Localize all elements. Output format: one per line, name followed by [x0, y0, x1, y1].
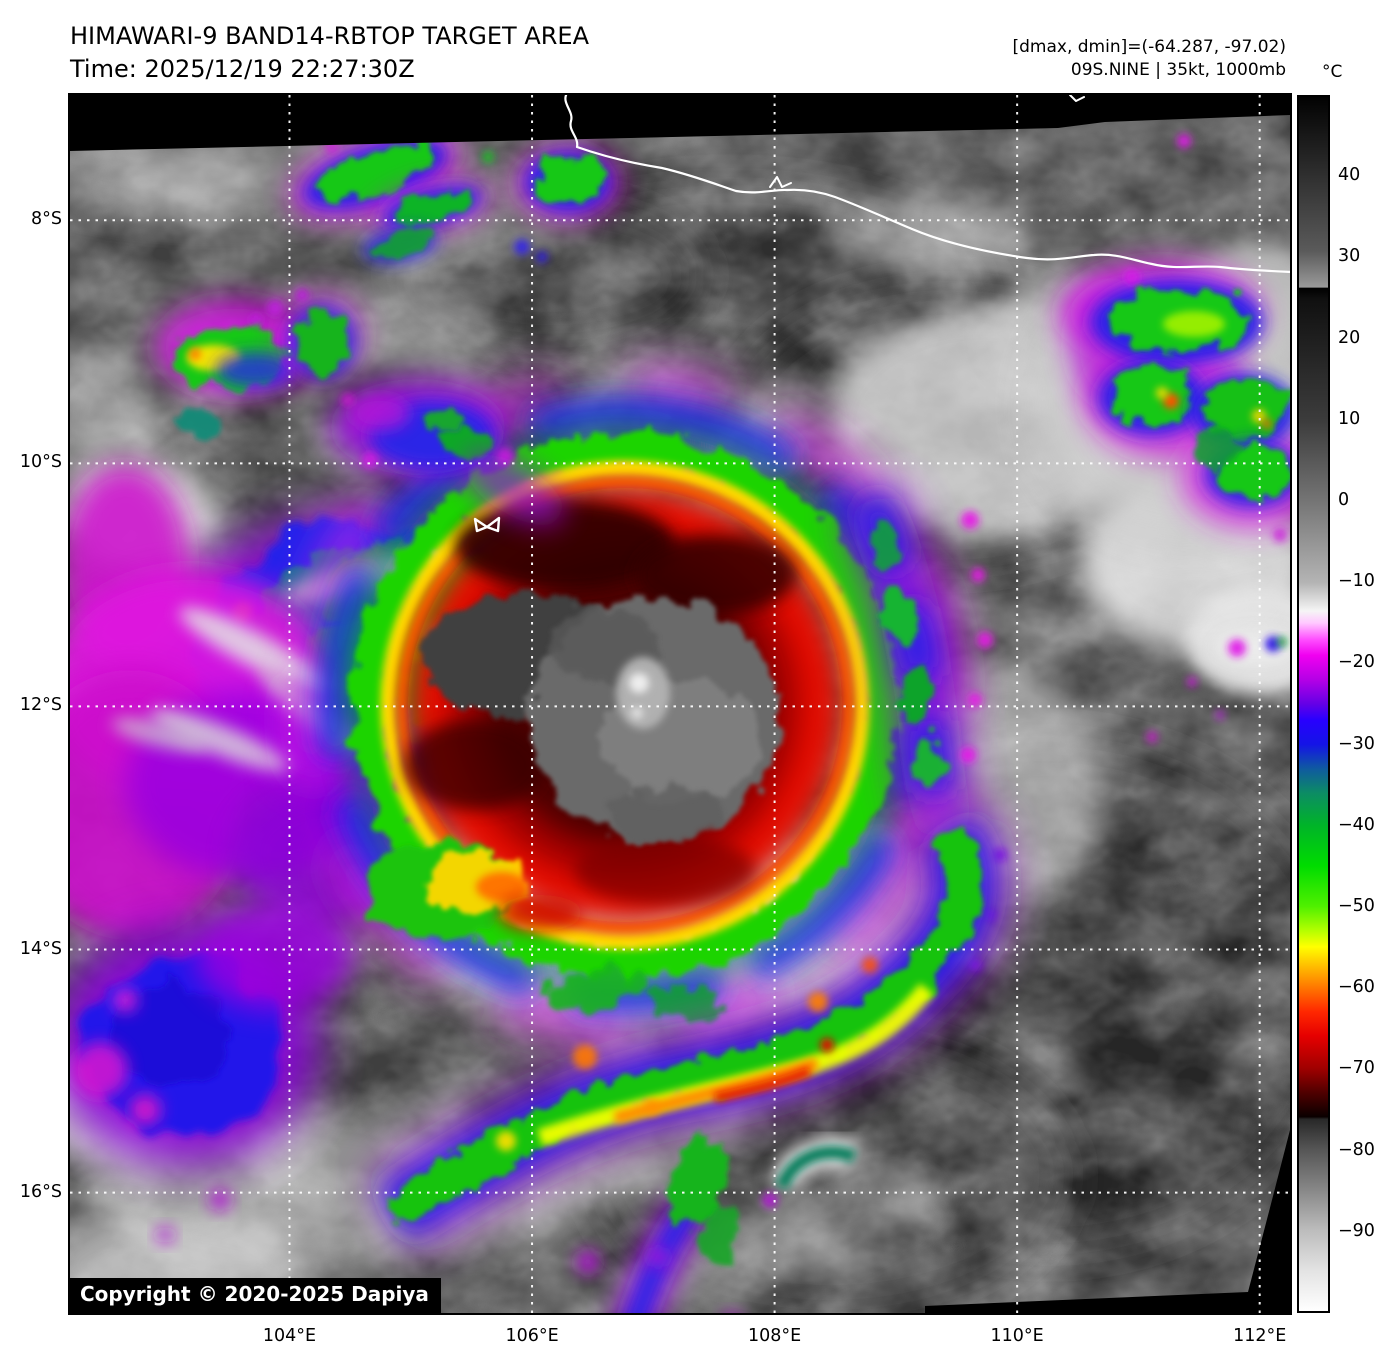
satellite-map: Copyright © 2020-2025 Dapiya: [68, 93, 1292, 1315]
west-stratiform-field: [70, 465, 415, 1243]
colorbar-tick-label: 0: [1338, 490, 1350, 511]
colorbar-tick-label: 40: [1338, 165, 1361, 186]
longitude-tick-label: 104°E: [262, 1326, 317, 1346]
latitude-tick-label: 8°S: [31, 209, 62, 230]
latitude-tick-label: 10°S: [19, 452, 62, 473]
latitude-tick-label: 14°S: [19, 938, 62, 959]
east-isolated-cells: [1146, 629, 1290, 743]
latitude-tick-label: 12°S: [19, 695, 62, 716]
timestamp: Time: 2025/12/19 22:27:30Z: [70, 55, 415, 83]
colorbar-tick-label: −90: [1338, 1220, 1375, 1241]
colorbar-tick-label: 20: [1338, 327, 1361, 348]
coastline: [564, 95, 1290, 274]
colorbar-gradient: [1297, 95, 1330, 1313]
annotation-block: [dmax, dmin]=(-64.287, -97.02) 09S.NINE …: [1013, 36, 1287, 82]
colorbar-tick-label: −20: [1338, 652, 1375, 673]
colorbar-tick-label: −70: [1338, 1058, 1375, 1079]
longitude-tick-label: 106°E: [505, 1326, 559, 1346]
longitude-tick-label: 108°E: [747, 1326, 802, 1346]
copyright-label: Copyright © 2020-2025 Dapiya: [70, 1278, 441, 1313]
northwest-cell-cluster: [279, 124, 620, 263]
no-data-mask: [70, 95, 1290, 1313]
page-title: HIMAWARI-9 BAND14-RBTOP TARGET AREA: [70, 22, 590, 50]
colorbar-tick-label: −30: [1338, 733, 1375, 754]
dmax-dmin-stats: [dmax, dmin]=(-64.287, -97.02): [1012, 37, 1287, 57]
northeast-cell-cluster: [1040, 134, 1290, 542]
satellite-imagery: [70, 95, 1290, 1313]
south-spiral-band: [372, 811, 1008, 1313]
colorbar-tick-label: −50: [1338, 896, 1375, 917]
north-mid-cell: [330, 379, 565, 525]
storm-id-intensity: 09S.NINE | 35kt, 1000mb: [1070, 60, 1286, 80]
colorbar-tick-label: −80: [1338, 1139, 1375, 1160]
southwest-warm-extension: [365, 842, 582, 938]
cold-dome-grey-interior: [420, 593, 780, 843]
colorbar-unit-label: °C: [1322, 62, 1343, 82]
colorbar-tick-label: −10: [1338, 571, 1375, 592]
latitude-tick-label: 16°S: [19, 1181, 62, 1202]
longitude-tick-label: 110°E: [990, 1326, 1044, 1346]
colorbar-tick-label: −60: [1338, 977, 1375, 998]
longitude-tick-label: 112°E: [1233, 1326, 1287, 1346]
storm-center-marker: [473, 516, 501, 533]
colorbar-tick-label: 30: [1338, 246, 1361, 267]
west-mid-cell: [155, 288, 364, 438]
tropical-cyclone: [289, 369, 961, 1041]
colorbar-tick-label: 10: [1338, 408, 1361, 429]
eye-region: [616, 657, 670, 729]
colorbar-tick-label: −40: [1338, 814, 1375, 835]
